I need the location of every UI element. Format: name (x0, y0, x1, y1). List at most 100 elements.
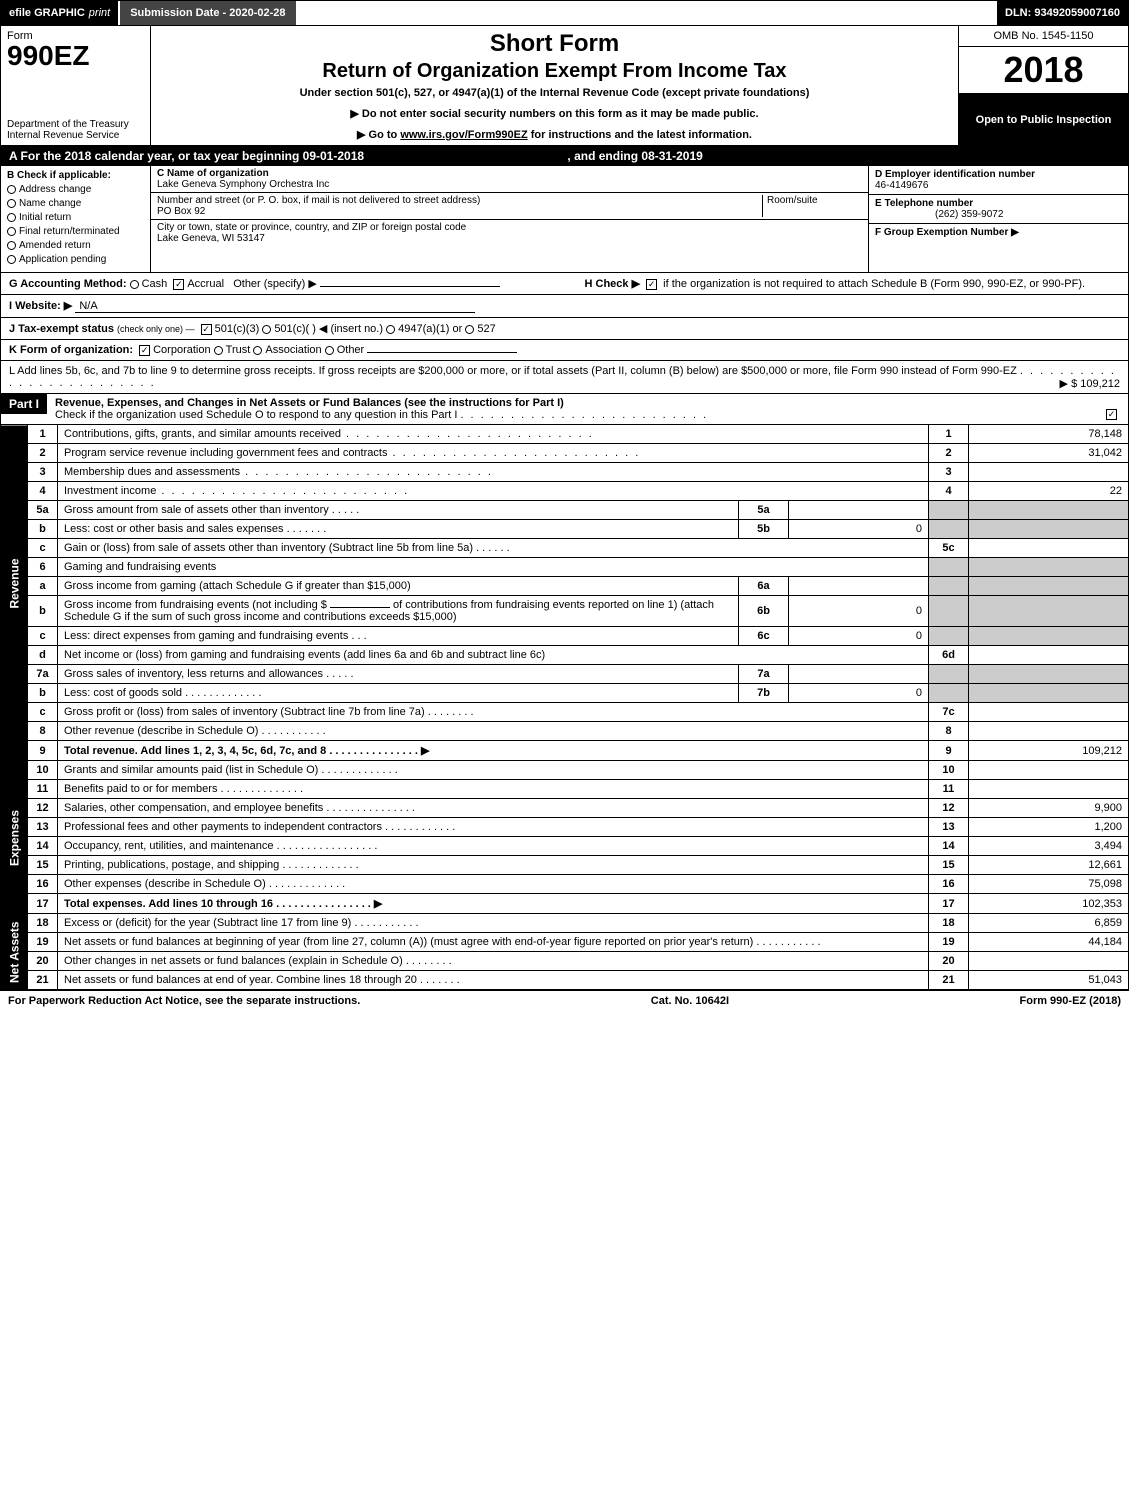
topbar-spacer (298, 1, 998, 25)
print-text[interactable]: print (89, 7, 110, 19)
short-form-title: Short Form (161, 30, 948, 58)
k-label: K Form of organization: (9, 344, 133, 356)
group-exemption-label: F Group Exemption Number ▶ (875, 227, 1019, 238)
line-1-amount: 78,148 (969, 425, 1129, 444)
line-7b-value: 0 (789, 684, 929, 703)
k-corp-check[interactable] (139, 345, 150, 356)
page-footer: For Paperwork Reduction Act Notice, see … (0, 990, 1129, 1011)
line-6d-amount (969, 646, 1129, 665)
j-4947-check[interactable] (386, 325, 395, 334)
efile-graphic-label: efile GRAPHIC print (1, 1, 118, 25)
g-cash-check[interactable] (130, 280, 139, 289)
open-to-public: Open to Public Inspection (959, 94, 1128, 145)
org-details: C Name of organization Lake Geneva Symph… (151, 166, 868, 272)
check-name-change[interactable] (7, 199, 16, 208)
j-501c3-check[interactable] (201, 324, 212, 335)
l-text: L Add lines 5b, 6c, and 7b to line 9 to … (9, 365, 1017, 377)
tel-value: (262) 359-9072 (935, 209, 1003, 220)
warning-2-suffix: for instructions and the latest informat… (531, 129, 752, 141)
line-6b-contrib-input[interactable] (330, 607, 390, 608)
irs-link[interactable]: www.irs.gov/Form990EZ (400, 129, 527, 141)
street-value: PO Box 92 (157, 206, 762, 217)
line-16-amount: 75,098 (969, 875, 1129, 894)
accounting-row: G Accounting Method: Cash Accrual Other … (0, 273, 1129, 295)
h-text: if the organization is not required to a… (663, 278, 1085, 290)
tel-label: E Telephone number (875, 198, 973, 209)
subtitle: Under section 501(c), 527, or 4947(a)(1)… (161, 87, 948, 99)
period-begin: A For the 2018 calendar year, or tax yea… (9, 149, 364, 163)
street-label: Number and street (or P. O. box, if mail… (157, 195, 762, 206)
city-label: City or town, state or province, country… (157, 222, 466, 233)
check-amended[interactable] (7, 241, 16, 250)
k-other-check[interactable] (325, 346, 334, 355)
form-number: 990EZ (7, 42, 144, 70)
line-10-amount (969, 761, 1129, 780)
line-13-amount: 1,200 (969, 818, 1129, 837)
j-501c-check[interactable] (262, 325, 271, 334)
k-other-input[interactable] (367, 352, 517, 353)
form-id-block: Form 990EZ Department of the Treasury In… (1, 26, 151, 145)
tax-year: 2018 (959, 47, 1128, 94)
k-trust-check[interactable] (214, 346, 223, 355)
line-21-amount: 51,043 (969, 971, 1129, 990)
h-check[interactable] (646, 279, 657, 290)
j-527-check[interactable] (465, 325, 474, 334)
org-name-label: C Name of organization (157, 168, 269, 179)
website-row: I Website: ▶ N/A (0, 295, 1129, 318)
website-value: N/A (75, 300, 475, 313)
main-title: Return of Organization Exempt From Incom… (161, 60, 948, 83)
dln-label: DLN: 93492059007160 (997, 1, 1128, 25)
part1-label: Part I (1, 394, 47, 414)
footer-left: For Paperwork Reduction Act Notice, see … (8, 995, 360, 1007)
check-address-change[interactable] (7, 185, 16, 194)
period-end: , and ending 08-31-2019 (567, 149, 702, 163)
line-17-amount: 102,353 (969, 894, 1129, 914)
line-19-amount: 44,184 (969, 933, 1129, 952)
tax-period-bar: A For the 2018 calendar year, or tax yea… (0, 146, 1129, 166)
revenue-side-label: Revenue (1, 425, 28, 741)
netassets-side-label: Net Assets (1, 914, 28, 990)
line-3-amount (969, 463, 1129, 482)
expenses-side-label: Expenses (1, 761, 28, 914)
warning-1: ▶ Do not enter social security numbers o… (161, 107, 948, 120)
header-right-block: OMB No. 1545-1150 2018 Open to Public In… (958, 26, 1128, 145)
efile-text: efile GRAPHIC (9, 7, 85, 19)
check-initial-return[interactable] (7, 213, 16, 222)
line-20-amount (969, 952, 1129, 971)
org-info-block: B Check if applicable: Address change Na… (0, 166, 1129, 273)
org-name: Lake Geneva Symphony Orchestra Inc (157, 179, 862, 190)
g-accrual-check[interactable] (173, 279, 184, 290)
right-info-column: D Employer identification number 46-4149… (868, 166, 1128, 272)
part1-check-line: Check if the organization used Schedule … (55, 409, 457, 421)
irs-label: Internal Revenue Service (7, 130, 144, 141)
line-9-amount: 109,212 (969, 741, 1129, 761)
tax-exempt-row: J Tax-exempt status (check only one) — 5… (0, 318, 1129, 340)
footer-right: Form 990-EZ (2018) (1020, 995, 1121, 1007)
check-final-return[interactable] (7, 227, 16, 236)
j-label: J Tax-exempt status (9, 323, 114, 335)
warning-2-prefix: ▶ Go to (357, 129, 400, 141)
line-8-amount (969, 722, 1129, 741)
line-2-amount: 31,042 (969, 444, 1129, 463)
gross-receipts-row: L Add lines 5b, 6c, and 7b to line 9 to … (0, 361, 1129, 394)
check-pending[interactable] (7, 255, 16, 264)
room-suite-label: Room/suite (762, 195, 862, 217)
lines-table: Revenue 1 Contributions, gifts, grants, … (0, 425, 1129, 990)
i-label: I Website: ▶ (9, 300, 72, 312)
j-note: (check only one) — (117, 324, 195, 334)
ein-value: 46-4149676 (875, 180, 928, 191)
line-6c-value: 0 (789, 627, 929, 646)
form-of-org-row: K Form of organization: Corporation Trus… (0, 340, 1129, 361)
part1-title: Revenue, Expenses, and Changes in Net As… (55, 397, 564, 409)
k-assoc-check[interactable] (253, 346, 262, 355)
g-other-input[interactable] (320, 286, 500, 287)
line-5a-value (789, 501, 929, 520)
line-15-amount: 12,661 (969, 856, 1129, 875)
h-label: H Check ▶ (585, 278, 641, 290)
line-11-amount (969, 780, 1129, 799)
top-bar: efile GRAPHIC print Submission Date - 20… (0, 0, 1129, 26)
city-value: Lake Geneva, WI 53147 (157, 233, 466, 244)
line-14-amount: 3,494 (969, 837, 1129, 856)
omb-number: OMB No. 1545-1150 (959, 26, 1128, 47)
part1-schedule-o-check[interactable] (1106, 409, 1117, 420)
